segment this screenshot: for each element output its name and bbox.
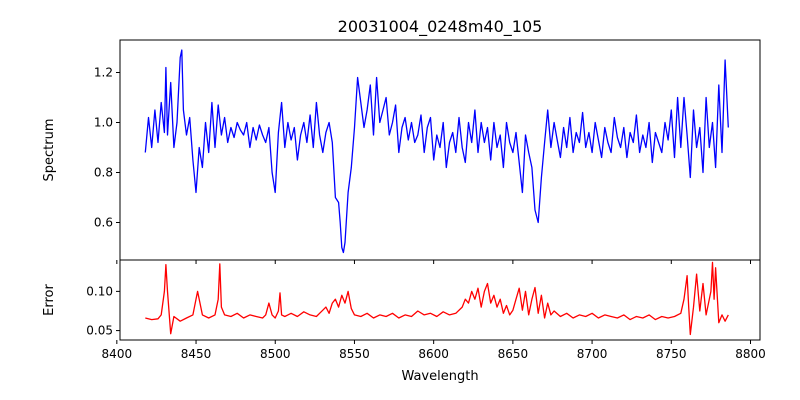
top-ytick-label: 1.0	[94, 116, 113, 130]
bottom-xtick-label: 8800	[735, 347, 766, 361]
error-panel: 0.05 0.10 8400 8450 8500 8550 8600 8650 8700 8750…	[42, 259, 766, 361]
bottom-xtick-label: 8600	[418, 347, 449, 361]
spectrum-panel: 0.6 0.8 1.0 1.2 Spectrum	[42, 39, 761, 264]
top-y-axis-label: Spectrum	[42, 119, 57, 182]
bottom-xtick-label: 8650	[498, 347, 529, 361]
bottom-xtick-label: 8700	[577, 347, 608, 361]
bottom-xtick-label: 8450	[181, 347, 212, 361]
top-ytick-label: 0.6	[94, 216, 113, 230]
bottom-xtick-label: 8550	[339, 347, 370, 361]
bottom-xtick-label: 8400	[102, 347, 133, 361]
chart-title: 20031004_0248m40_105	[338, 17, 543, 37]
bottom-series-line-0	[145, 261, 729, 336]
bottom-ytick-label: 0.10	[86, 284, 113, 298]
bottom-axes-frame	[119, 259, 761, 341]
bottom-y-axis-label: Error	[42, 284, 57, 316]
top-ytick-label: 0.8	[94, 166, 113, 180]
top-series-line-0	[144, 49, 729, 254]
bottom-xtick-label: 8500	[260, 347, 291, 361]
x-axis-label: Wavelength	[401, 369, 478, 384]
bottom-xtick-label: 8750	[656, 347, 687, 361]
bottom-ytick-label: 0.05	[86, 324, 113, 338]
top-ytick-label: 1.2	[94, 66, 113, 80]
